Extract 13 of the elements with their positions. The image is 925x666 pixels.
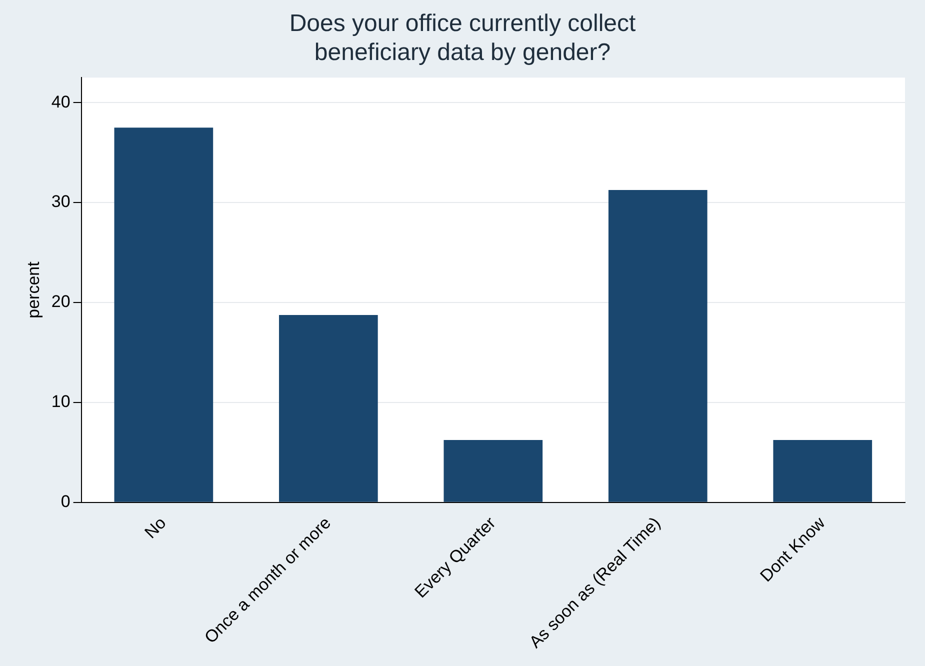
- bar: [114, 128, 214, 502]
- y-tick-label: 40: [51, 92, 70, 112]
- y-tick-label: 0: [60, 492, 70, 512]
- y-tick-label: 10: [51, 392, 70, 412]
- y-tick-label: 30: [51, 192, 70, 212]
- y-tick-label: 20: [51, 292, 70, 312]
- bar: [773, 440, 872, 502]
- bar: [278, 315, 378, 502]
- bar: [608, 190, 708, 502]
- x-tick-label: No: [141, 513, 170, 542]
- y-axis-title: percent: [24, 261, 43, 318]
- bar: [444, 440, 543, 502]
- chart-title: Does your office currently collect beneficiary data by gender?: [289, 10, 636, 66]
